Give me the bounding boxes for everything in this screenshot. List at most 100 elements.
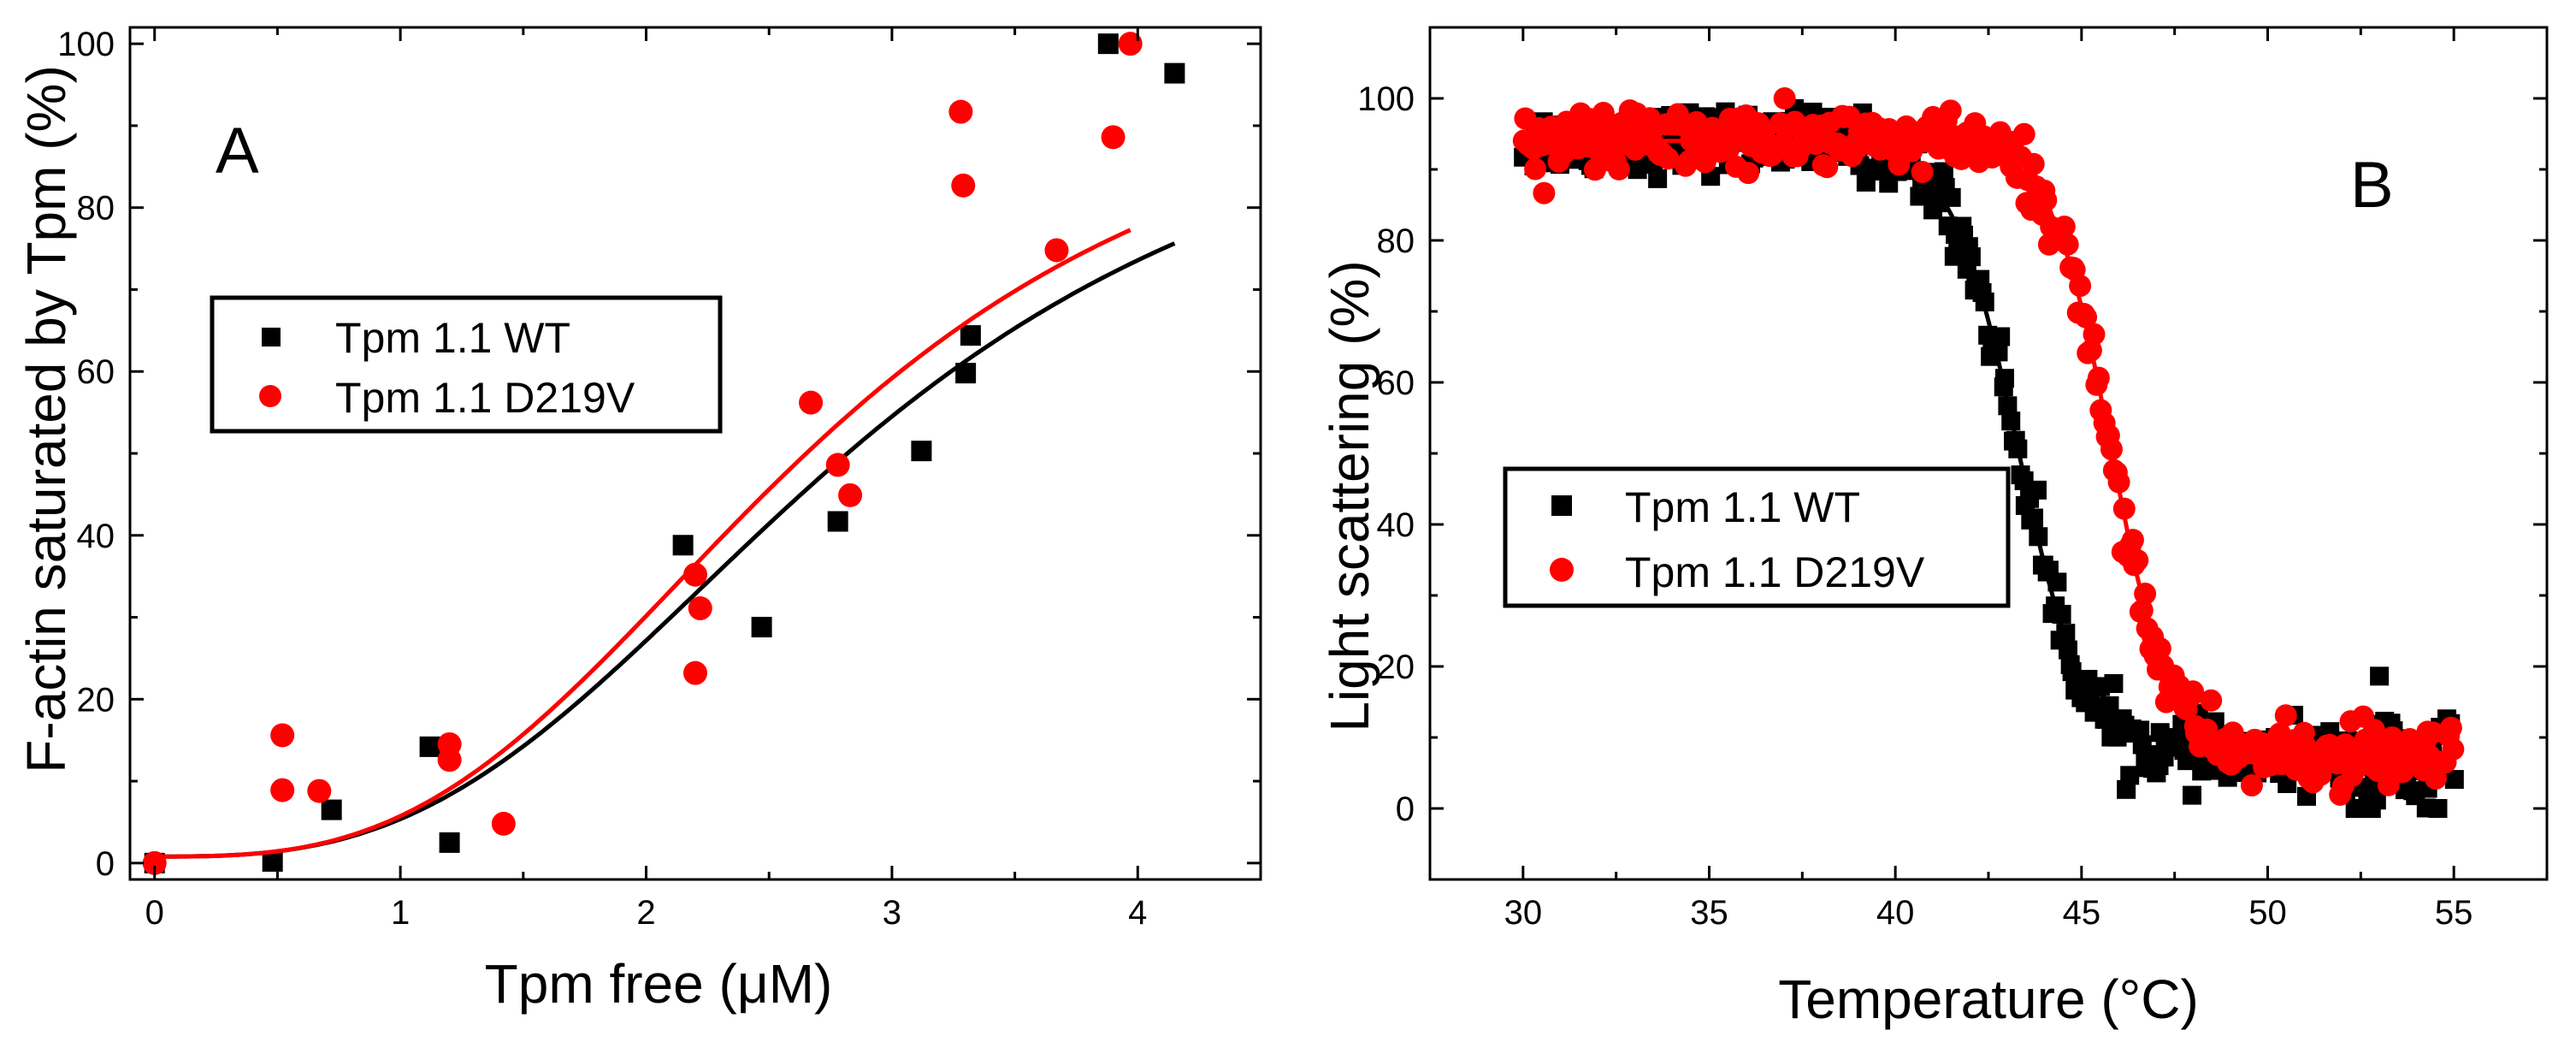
panel-b-chart: 30 35 40 45 50 55 0 20 40 60 80 100 B Temperature (…: [1319, 26, 2549, 1030]
panel-a-legend-wt-marker: [262, 328, 281, 346]
panel-b-legend-box: [1503, 466, 2011, 608]
panel-b-legend-wt-marker: [1551, 495, 1572, 516]
panel-a-data-point: [1118, 32, 1143, 56]
panel-b-data-point: [2012, 122, 2035, 145]
panel-b-data-point: [2274, 704, 2297, 727]
panel-b-data-point: [2442, 737, 2465, 761]
panel-a-data-point: [911, 441, 932, 462]
panel-a-y-axis-title: F-actin saturated by Tpm (%): [15, 65, 77, 773]
panel-a-legend-d219v-marker: [259, 385, 281, 407]
panel-b-data-point: [2439, 716, 2462, 739]
panel-b-data-point: [2047, 572, 2067, 592]
panel-a-y-tick-label: 20: [77, 681, 115, 719]
panel-b-x-tick-label: 45: [2063, 894, 2101, 932]
panel-b-legend-wt-label: Tpm 1.1 WT: [1625, 483, 1860, 531]
panel-a-y-tick-label: 40: [77, 518, 115, 555]
panel-a-data-point: [1097, 33, 1119, 55]
panel-b-y-tick-label: 80: [1377, 222, 1415, 260]
panel-a-legend-box: [210, 295, 723, 434]
panel-a-data-point: [270, 723, 295, 748]
panel-b-data-point: [2182, 680, 2205, 703]
panel-b-axis-ticks: 30 35 40 45 50 55 0 20 40 60 80 100: [1357, 27, 2547, 932]
panel-b-data-point: [2428, 799, 2448, 818]
panel-b-fit-line-tpm-1-1-wt: [1522, 139, 2455, 761]
panel-a-x-tick-label: 2: [636, 894, 655, 932]
panel-a-data-point: [307, 779, 332, 803]
panel-a-data-point: [799, 390, 824, 415]
panel-b-letter: B: [2350, 149, 2394, 222]
panel-b-data-point: [1773, 87, 1796, 110]
panel-a-y-tick-label: 100: [57, 26, 115, 63]
panel-a-data-point: [439, 832, 460, 853]
panel-b-data-point: [1991, 327, 2011, 346]
panel-a-x-axis-title: Tpm free (μM): [485, 953, 833, 1015]
panel-a-letter: A: [216, 115, 259, 187]
panel-a-legend-d219v-label: Tpm 1.1 D219V: [335, 374, 635, 422]
panel-b-data-point: [2120, 766, 2140, 785]
panel-b-data-point: [2309, 763, 2332, 786]
panel-b-data-point: [2183, 785, 2202, 805]
panel-b-data-point: [1648, 169, 1668, 188]
panel-a-y-tick-label: 80: [77, 190, 115, 228]
panel-b-data-point: [1737, 162, 1760, 185]
panel-b-data-point: [2028, 480, 2047, 500]
panel-b-x-tick-label: 50: [2248, 894, 2287, 932]
panel-b-data-point: [1934, 162, 1953, 181]
panel-a-data-point: [1101, 125, 1126, 150]
panel-a-data-point: [751, 617, 772, 638]
panel-b-data-point: [1911, 161, 1934, 184]
panel-a-plot-frame: [128, 26, 1262, 881]
panel-b-data-point: [2130, 720, 2150, 740]
panel-b-data-point: [2370, 666, 2390, 686]
panel-a-fit-line-tpm-1-1-d219v: [154, 228, 1131, 859]
panel-b-x-tick-label: 40: [1876, 894, 1915, 932]
panel-a-series-tpm-1-1-d219v: [142, 32, 1143, 875]
panel-b-legend-d219v-marker: [1550, 558, 1574, 582]
panel-b-y-tick-label: 100: [1357, 80, 1415, 118]
panel-a-x-tick-label: 4: [1128, 894, 1147, 932]
panel-a-data-point: [437, 748, 462, 773]
panel-a-series-tpm-1-1-wt: [144, 33, 1185, 873]
panel-b-data-point: [2022, 152, 2045, 175]
panel-a-x-tick-label: 3: [883, 894, 901, 932]
panel-b-x-tick-label: 35: [1690, 894, 1728, 932]
panel-a-y-tick-label: 60: [77, 353, 115, 391]
panel-b-legend: Tpm 1.1 WT Tpm 1.1 D219V: [1503, 466, 2011, 608]
panel-b-data-point: [1939, 99, 1962, 122]
panel-a-data-point: [270, 778, 295, 802]
panel-b-data-point: [1607, 157, 1630, 181]
panel-b-y-tick-label: 20: [1377, 648, 1415, 686]
panel-a-data-point: [419, 736, 440, 757]
panel-b-legend-d219v-label: Tpm 1.1 D219V: [1625, 548, 1925, 596]
panel-a-legend: Tpm 1.1 WT Tpm 1.1 D219V: [210, 295, 723, 434]
panel-b-data-point: [2444, 770, 2464, 790]
panel-b-x-tick-label: 55: [2435, 894, 2473, 932]
panel-b-data-point: [1628, 160, 1647, 180]
panel-b-data-point: [2366, 790, 2386, 810]
panel-b-y-tick-label: 60: [1377, 364, 1415, 402]
panel-a-x-tick-label: 0: [145, 894, 164, 932]
panel-b-y-tick-label: 0: [1396, 790, 1415, 828]
panel-a-x-tick-label: 1: [391, 894, 410, 932]
panel-b-x-axis-title: Temperature (°C): [1778, 968, 2199, 1030]
panel-a-data-point: [491, 811, 516, 836]
panel-a-data-point: [827, 511, 848, 532]
panel-b-data-point: [1524, 157, 1547, 181]
panel-b-y-axis-title: Light scattering (%): [1319, 260, 1380, 731]
panel-a-legend-wt-label: Tpm 1.1 WT: [335, 314, 570, 362]
panel-b-data-point: [2240, 773, 2263, 796]
panel-b-data-point: [2200, 689, 2223, 712]
panel-a-data-point: [951, 173, 976, 198]
panel-b-series-tpm-1-1-d219v: [1512, 87, 2465, 806]
panel-b-series-tpm-1-1-wt: [1514, 98, 2464, 818]
panel-a-data-point: [683, 660, 707, 685]
panel-b-data-point: [1816, 156, 1839, 179]
panel-a-data-point: [960, 325, 981, 346]
panel-a-data-point: [1164, 62, 1185, 84]
panel-b-data-point: [2104, 674, 2124, 694]
panel-a-data-point: [688, 596, 712, 621]
panel-b-y-tick-label: 40: [1377, 506, 1415, 544]
